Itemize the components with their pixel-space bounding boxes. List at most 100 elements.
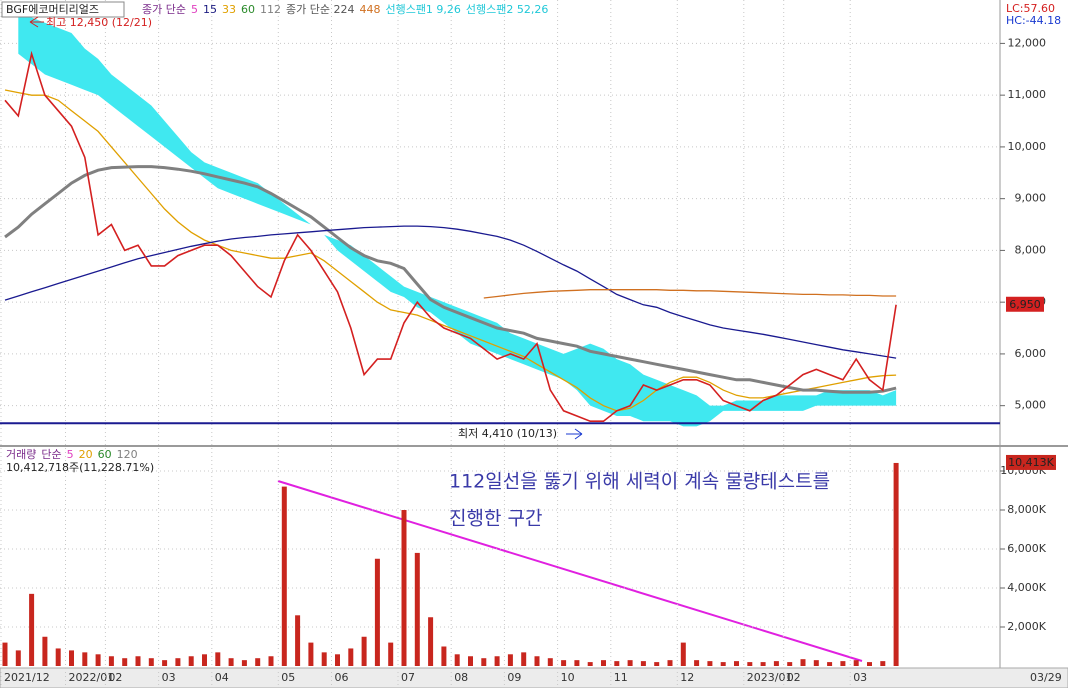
x-tick-label: 09 [507, 671, 521, 684]
y-tick-label: 6,000K [1007, 542, 1046, 555]
y-tick-label: 2,000K [1007, 620, 1046, 633]
volume-bar [760, 662, 766, 666]
volume-bar [601, 660, 606, 666]
y-tick-label: 4,000K [1007, 581, 1046, 594]
x-tick-label: 03 [162, 671, 176, 684]
volume-bar [867, 662, 872, 666]
volume-label-box [1006, 454, 1056, 470]
volume-bar [162, 660, 168, 666]
x-tick-label: 2022/01 [69, 671, 115, 684]
y-tick-label: 5,000 [1015, 399, 1047, 412]
volume-bar [547, 658, 553, 666]
volume-bar [454, 654, 460, 666]
volume-bar [627, 660, 633, 666]
title-box [1, 1, 125, 18]
y-tick-label: 9,000 [1015, 192, 1047, 205]
volume-bar [308, 642, 314, 666]
x-tick-label: 10 [561, 671, 575, 684]
volume-bar [428, 617, 434, 666]
high-label: 최고 12,450 (12/21) [46, 16, 152, 29]
volume-bar [148, 658, 154, 666]
last-date: 03/29 [1030, 671, 1062, 684]
legend-item: 448 [359, 3, 380, 16]
y-tick-label: 8,000K [1007, 503, 1046, 516]
legend-item: 60 [98, 448, 112, 461]
legend-item: 종가 단순 224 [286, 3, 354, 16]
legend-item: 60 [241, 3, 255, 16]
x-tick-label: 08 [454, 671, 468, 684]
volume-bar [521, 652, 527, 666]
volume-bar [827, 662, 833, 666]
moving-average [483, 289, 897, 299]
volume-label: 10,413K [1008, 456, 1054, 469]
x-tick-label: 07 [401, 671, 415, 684]
low-arrow [566, 428, 583, 440]
volume-bar [335, 654, 340, 666]
legend-item: 5 [67, 448, 74, 461]
volume-bar [29, 593, 35, 666]
volume-bar [840, 661, 846, 666]
annotation: 진행한 구간 [449, 508, 542, 530]
legend-item: 선행스팬1 9,26 [385, 3, 460, 16]
legend-item: 단순 [41, 448, 61, 461]
volume-bar [880, 661, 886, 666]
x-tick-label: 2023/01 [747, 671, 793, 684]
volume-bar [321, 652, 327, 666]
volume-bar [468, 656, 473, 666]
volume-bar [720, 662, 726, 666]
volume-bar [640, 661, 646, 666]
volume-bar [734, 661, 739, 666]
x-tick-label: 06 [335, 671, 349, 684]
trend-line [277, 480, 863, 662]
legend-item: 종가 단순 [142, 3, 186, 16]
volume-bar [494, 656, 500, 666]
volume-bar [361, 636, 367, 666]
price-label-box [1006, 296, 1044, 312]
volume-bar [893, 462, 899, 666]
y-tick-label: 8,000 [1015, 243, 1047, 256]
volume-bar [614, 661, 620, 666]
volume-bar [55, 648, 61, 666]
x-tick-label: 05 [281, 671, 295, 684]
volume-info: 10,412,718주(11,228.71%) [6, 461, 154, 474]
x-tick-label: 03 [853, 671, 867, 684]
moving-average [4, 225, 897, 359]
volume-bar [2, 642, 8, 666]
legend-item: 거래량 [6, 448, 36, 461]
y-tick-label: 11,000 [1008, 88, 1047, 101]
x-tick-label: 12 [680, 671, 694, 684]
x-tick-label: 11 [614, 671, 628, 684]
volume-bar [787, 662, 793, 666]
volume-bar [69, 650, 74, 666]
legend-item: 선행스팬2 52,26 [466, 3, 548, 16]
volume-bar [534, 656, 540, 666]
legend-item: 20 [79, 448, 93, 461]
low-label: 최저 4,410 (10/13) [458, 427, 557, 440]
volume-bar [680, 642, 686, 666]
volume-bar [202, 654, 207, 666]
volume-bar [654, 662, 660, 666]
x-tick-label: 2021/12 [4, 671, 50, 684]
volume-bar [82, 652, 88, 666]
legend-item: 5 [191, 3, 198, 16]
volume-bar [667, 660, 673, 666]
volume-bar [853, 660, 859, 666]
legend-item: 33 [222, 3, 236, 16]
volume-bar [813, 660, 819, 666]
volume-bar [268, 656, 274, 666]
volume-bar [295, 615, 301, 666]
y-tick-label: 12,000 [1008, 36, 1047, 49]
legend: 종가 단순 5 15 33 60 112 종가 단순 224 448 선행스팬1 9,26 선행스… [142, 3, 548, 16]
volume-bar [707, 661, 713, 666]
price-label: 6,950 [1009, 298, 1041, 311]
chart-title: BGF에코머티리얼즈 [6, 2, 99, 16]
lc-label: LC:57.60 [1006, 2, 1055, 15]
moving-average [4, 89, 897, 412]
price-line [4, 50, 897, 422]
x-axis-band [0, 667, 1068, 688]
volume-bar [135, 656, 141, 666]
volume-bar [414, 552, 420, 666]
legend-item: 15 [203, 3, 217, 16]
volume-bar [15, 650, 21, 666]
